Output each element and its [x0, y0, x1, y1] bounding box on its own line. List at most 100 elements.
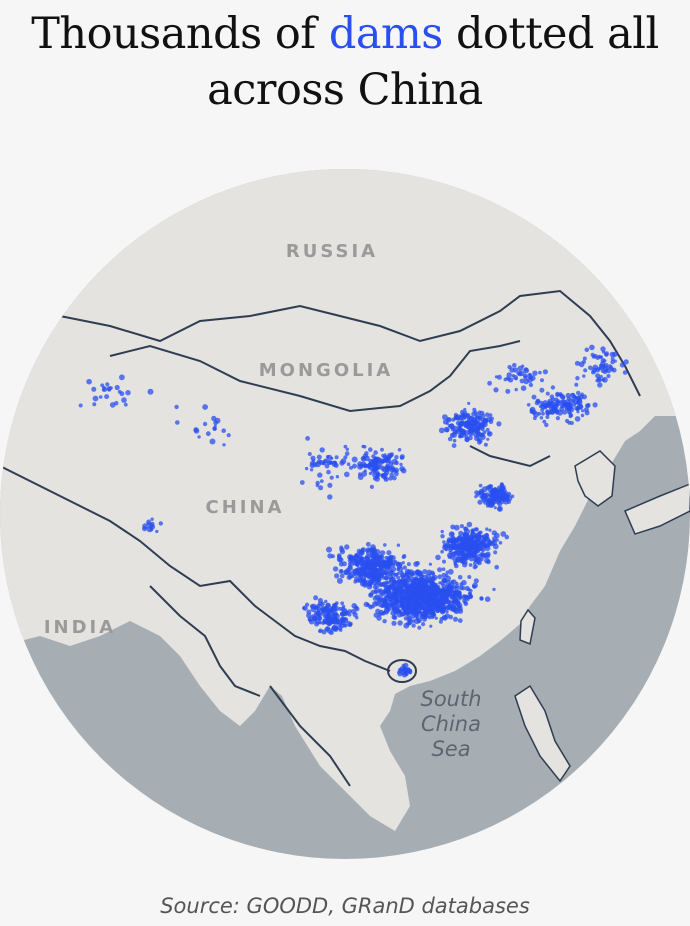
- dam-point: [339, 617, 345, 622]
- dam-point: [408, 621, 412, 625]
- dam-point: [493, 506, 497, 510]
- dam-point: [429, 581, 436, 588]
- dam-point: [473, 578, 479, 584]
- dam-point: [459, 538, 463, 542]
- dam-point: [313, 595, 319, 601]
- dam-point: [212, 426, 217, 431]
- dam-point: [319, 479, 324, 483]
- dam-point: [504, 534, 510, 540]
- dam-point: [334, 573, 340, 579]
- dam-point: [339, 573, 345, 579]
- dam-point: [114, 401, 119, 406]
- label-mongolia: MONGOLIA: [259, 360, 393, 381]
- land-area: [0, 169, 690, 831]
- dam-point: [443, 426, 450, 433]
- dam-point: [467, 536, 471, 541]
- dam-point: [421, 622, 426, 627]
- dam-point: [86, 378, 92, 385]
- dam-point: [476, 533, 482, 540]
- dam-point: [418, 595, 422, 599]
- dam-point: [331, 612, 338, 619]
- map-svg: RUSSIA MONGOLIA CHINA INDIA South China …: [0, 169, 690, 859]
- dam-point: [150, 517, 154, 521]
- dam-point: [429, 586, 434, 592]
- dam-point: [541, 411, 545, 416]
- dam-point: [591, 354, 596, 359]
- dam-point: [391, 595, 396, 600]
- dam-point: [472, 565, 477, 570]
- title-highlight: dams: [328, 9, 444, 59]
- dam-point: [506, 372, 512, 378]
- dam-point: [458, 542, 463, 547]
- dam-point: [417, 620, 421, 624]
- dam-point: [572, 402, 577, 407]
- dam-point: [147, 388, 154, 395]
- dam-point: [307, 452, 312, 456]
- dam-point: [105, 382, 110, 387]
- dam-point: [477, 415, 483, 421]
- dam-point: [377, 595, 383, 601]
- dam-point: [299, 480, 305, 485]
- label-sea-1: South: [420, 687, 481, 711]
- dam-point: [476, 545, 482, 552]
- dam-point: [520, 385, 527, 391]
- label-sea-3: Sea: [431, 737, 470, 761]
- label-sea-2: China: [421, 712, 481, 736]
- dam-point: [336, 577, 343, 584]
- dam-point: [387, 564, 392, 569]
- dam-point: [437, 574, 443, 580]
- dam-point: [601, 378, 606, 382]
- dam-point: [424, 590, 431, 596]
- dam-points: [78, 344, 629, 678]
- dam-point: [379, 566, 383, 571]
- dam-point: [146, 519, 152, 525]
- title-text-before: Thousands of: [31, 9, 329, 59]
- dam-point: [465, 542, 469, 546]
- dam-point: [155, 529, 159, 534]
- dam-point: [316, 454, 322, 460]
- dam-point: [528, 372, 532, 377]
- dam-point: [555, 393, 560, 397]
- dam-point: [448, 614, 454, 620]
- dam-point: [334, 455, 339, 460]
- dam-point: [592, 402, 598, 408]
- dam-point: [445, 575, 451, 582]
- dam-point: [384, 584, 388, 589]
- dam-point: [463, 410, 468, 415]
- dam-point: [347, 565, 353, 570]
- dam-point: [368, 592, 374, 597]
- dam-point: [454, 583, 460, 589]
- dam-point: [344, 544, 350, 550]
- dam-point: [429, 608, 434, 614]
- dam-point: [478, 483, 483, 488]
- country-borders: [0, 289, 641, 787]
- dam-point: [519, 378, 525, 384]
- dam-point: [465, 423, 472, 430]
- dam-point: [440, 534, 445, 539]
- dam-point: [396, 543, 401, 547]
- dam-point: [324, 599, 328, 604]
- dam-point: [475, 426, 480, 431]
- dam-point: [581, 409, 585, 413]
- dam-point: [327, 482, 333, 488]
- dam-point: [417, 625, 422, 630]
- dam-point: [371, 560, 376, 565]
- dam-point: [550, 385, 556, 390]
- dam-point: [449, 584, 453, 588]
- dam-point: [326, 546, 332, 553]
- dam-point: [344, 471, 350, 478]
- dam-point: [459, 582, 464, 587]
- dam-point: [442, 414, 448, 420]
- dam-point: [371, 459, 376, 464]
- dam-point: [481, 535, 486, 540]
- dam-point: [445, 570, 449, 574]
- dam-point: [391, 475, 397, 481]
- dam-point: [222, 443, 226, 447]
- dam-point: [381, 473, 387, 480]
- dam-point: [354, 576, 359, 582]
- dam-point: [512, 362, 517, 368]
- dam-point: [470, 528, 474, 532]
- dam-point: [585, 403, 590, 409]
- dam-point: [391, 583, 397, 589]
- dam-point: [318, 460, 324, 465]
